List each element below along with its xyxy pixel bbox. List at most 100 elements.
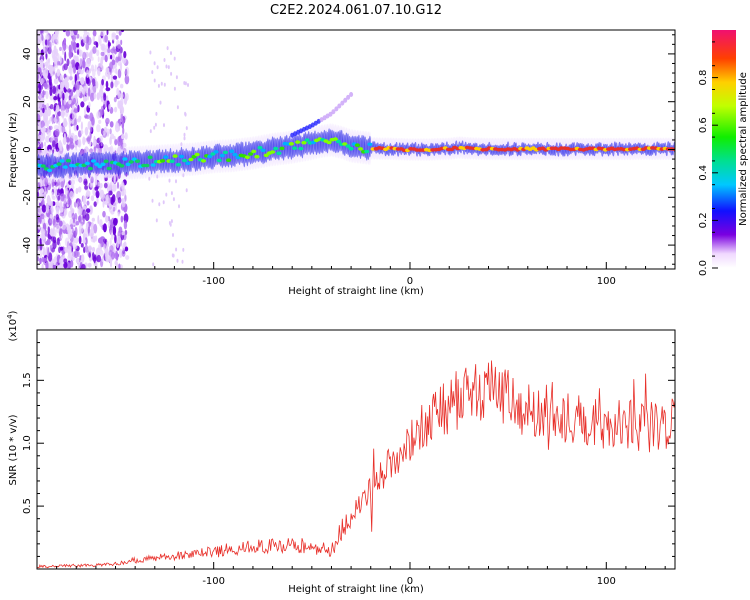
noise-speckle [117,44,121,49]
noise-speckle [154,122,157,127]
noise-speckle [75,257,80,264]
ridge-dot [122,157,128,161]
noise-speckle [60,193,65,202]
noise-speckle [156,65,159,70]
noise-speckle [107,40,110,50]
noise-speckle [87,87,91,97]
noise-speckle [163,58,166,62]
snr-y-scale-label: (x104) [6,310,19,341]
colorbar-tick-label: 0.8 [698,70,709,86]
noise-speckle [112,225,117,236]
noise-speckle [58,220,63,227]
noise-speckle [80,130,84,135]
noise-speckle [120,39,123,46]
ridge-dot [194,152,200,157]
branch-dot [328,111,333,117]
noise-speckle [49,218,53,226]
noise-speckle [117,212,120,217]
noise-speckle [56,114,59,120]
noise-speckle [42,90,47,95]
noise-speckle [47,72,51,80]
noise-speckle [100,105,104,116]
noise-speckle [108,190,113,196]
noise-speckle [42,257,48,262]
ridge-dot [207,154,213,159]
noise-speckle [99,186,102,195]
ridge-dot [364,149,370,154]
colorbar-tick-label: 0.4 [698,165,709,181]
noise-speckle [64,51,67,62]
colorbar-gradient [712,30,736,268]
noise-speckle [39,238,42,245]
noise-speckle [78,186,82,193]
noise-speckle [53,229,57,237]
noise-speckle [73,107,78,113]
noise-speckle [113,174,116,183]
noise-speckle [100,141,103,147]
noise-speckle [88,51,93,59]
ridge-dot [125,162,131,167]
noise-speckle [68,119,71,130]
ridge-dot [298,146,304,151]
ridge-dot [332,137,338,141]
ridge-dot [367,142,373,147]
noise-speckle [73,117,77,127]
ridge-dot [163,155,169,159]
noise-speckle [102,210,106,218]
noise-speckle [69,75,73,81]
noise-speckle [49,81,53,90]
noise-speckle [110,196,114,206]
noise-speckle [59,55,62,64]
noise-speckle [37,87,40,92]
colorbar: 0.0 0.2 0.4 0.6 0.8 Normalized spectral ampl… [698,30,749,276]
spectrogram-frame [36,29,676,270]
noise-speckle [57,111,62,117]
noise-speckle [38,110,44,117]
noise-speckle [71,35,76,42]
noise-speckle [96,49,100,57]
noise-speckle [49,87,53,97]
noise-speckle [108,103,111,110]
noise-speckle [100,30,105,37]
noise-speckle [84,178,87,184]
branch-dot [343,97,348,103]
spectrogram-y-axis-label: Frequency (Hz) [8,112,19,188]
noise-speckle [121,182,125,192]
noise-speckle [82,136,86,146]
noise-speckle [172,233,174,237]
ridge-dot [175,162,181,167]
noise-speckle [54,137,59,144]
noise-speckle [59,228,63,234]
noise-speckle [39,248,43,258]
noise-speckle [75,221,80,226]
noise-speckle [86,58,91,68]
noise-speckle [44,82,48,90]
colorbar-tick-label: 0.0 [698,260,709,276]
noise-speckle [117,197,122,204]
noise-speckle [38,134,43,143]
noise-speckle [112,206,116,212]
noise-speckle [106,240,109,248]
noise-speckle [62,136,67,145]
noise-speckle [87,225,91,234]
noise-speckle [153,61,156,66]
noise-speckle [48,149,52,155]
colorbar-tick-label: 0.6 [698,117,709,133]
noise-speckle [52,85,57,95]
noise-speckle [62,40,67,51]
noise-speckle [155,218,158,223]
ridge-dot [226,158,232,162]
noise-speckle [110,54,113,60]
noise-speckle [155,111,158,116]
noise-speckle [77,251,80,257]
ridge-dot [232,152,238,157]
noise-speckle [112,183,117,192]
noise-speckle [68,95,72,101]
noise-speckle [63,118,67,125]
branch-dot [349,92,354,97]
ridge-dot [119,164,125,168]
noise-speckle [176,258,179,263]
ridge-dot [357,147,364,151]
noise-speckle [64,237,70,247]
noise-speckle [54,179,57,186]
